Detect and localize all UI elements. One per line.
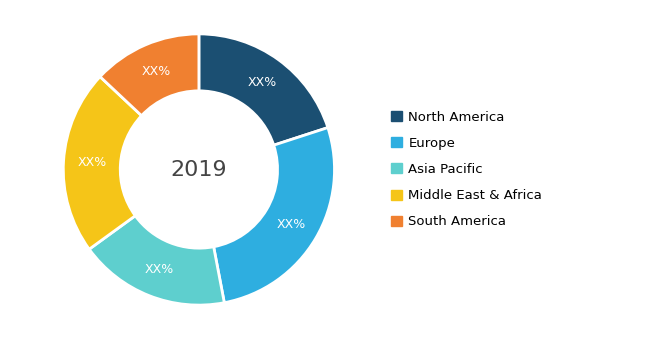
Text: XX%: XX% (247, 76, 276, 89)
Wedge shape (199, 34, 328, 145)
Wedge shape (100, 34, 199, 116)
Wedge shape (90, 216, 224, 305)
Legend: North America, Europe, Asia Pacific, Middle East & Africa, South America: North America, Europe, Asia Pacific, Mid… (391, 111, 542, 228)
Text: XX%: XX% (78, 156, 107, 169)
Text: XX%: XX% (276, 218, 306, 231)
Text: XX%: XX% (145, 263, 174, 276)
Wedge shape (213, 127, 335, 303)
Text: XX%: XX% (142, 65, 171, 78)
Wedge shape (63, 77, 142, 249)
Text: 2019: 2019 (170, 160, 227, 179)
